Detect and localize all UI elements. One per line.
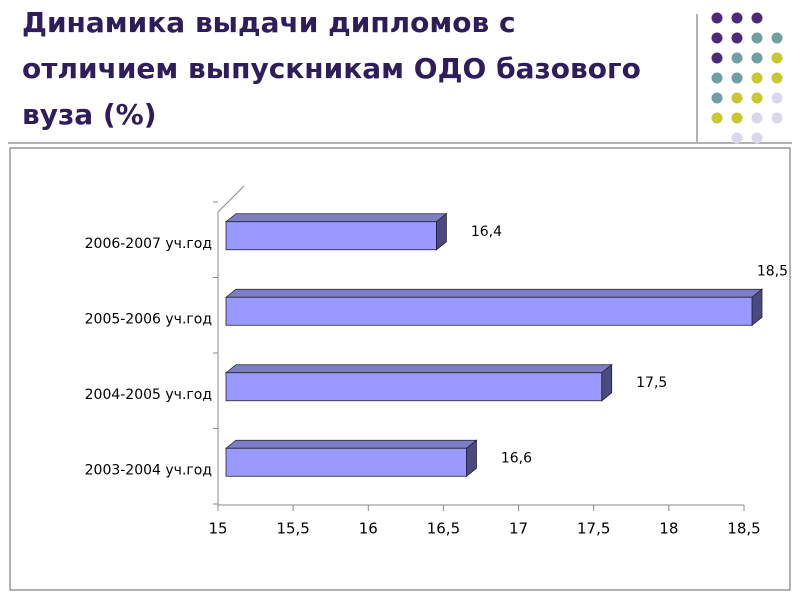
bar-top bbox=[224, 288, 764, 298]
bar bbox=[225, 372, 603, 402]
x-tick-label: 16 bbox=[359, 520, 378, 538]
x-tick-label: 18,5 bbox=[727, 520, 760, 538]
bar bbox=[225, 447, 467, 477]
bar bbox=[225, 296, 753, 326]
value-label: 17,5 bbox=[636, 375, 667, 391]
bar-top bbox=[224, 439, 478, 449]
y-axis-depth bbox=[217, 185, 245, 213]
y-tick-label: 2003-2004 уч.год bbox=[85, 462, 212, 478]
chart-frame bbox=[9, 147, 791, 591]
bar bbox=[225, 221, 437, 251]
dot-grid bbox=[711, 12, 783, 144]
x-tick-label: 15 bbox=[208, 520, 227, 538]
x-tick-label: 15,5 bbox=[276, 520, 309, 538]
x-tick-label: 17 bbox=[509, 520, 528, 538]
value-label: 16,4 bbox=[471, 224, 502, 240]
x-tick-label: 18 bbox=[659, 520, 678, 538]
y-tick-label: 2004-2005 уч.год bbox=[85, 387, 212, 403]
decoration bbox=[8, 12, 792, 591]
y-tick-label: 2005-2006 уч.год bbox=[85, 311, 212, 327]
bar-top bbox=[224, 213, 448, 223]
bar-top bbox=[224, 364, 613, 374]
y-tick-label: 2006-2007 уч.год bbox=[85, 236, 212, 252]
slide-title: Динамика выдачи дипломов с отличием выпу… bbox=[22, 6, 641, 131]
value-label: 18,5 bbox=[757, 263, 788, 279]
x-tick-label: 17,5 bbox=[577, 520, 610, 538]
value-label: 16,6 bbox=[501, 450, 532, 466]
x-tick-label: 16,5 bbox=[427, 520, 460, 538]
